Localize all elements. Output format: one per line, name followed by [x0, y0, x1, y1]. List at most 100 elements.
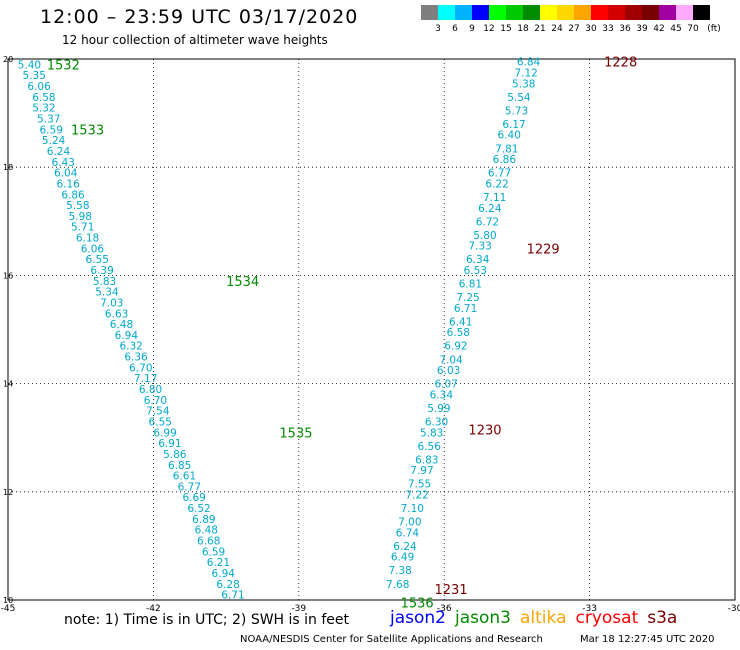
- swh-value: 6.86: [493, 154, 517, 166]
- swh-value: 5.86: [163, 449, 187, 461]
- pass-number-label: 1231: [435, 583, 468, 598]
- swh-value: 6.94: [212, 568, 236, 580]
- swh-value: 6.16: [56, 178, 80, 190]
- swh-value: 6.17: [502, 119, 525, 131]
- swh-value: 6.58: [447, 327, 470, 339]
- legend-item-s3a: s3a: [647, 608, 678, 628]
- swh-value: 6.49: [391, 552, 414, 564]
- legend-item-jason3: jason3: [455, 608, 511, 628]
- swh-value: 7.00: [398, 517, 421, 529]
- color-scale-label: 27: [568, 24, 580, 34]
- swh-value: 5.34: [95, 287, 119, 299]
- y-tick-label: 12: [3, 488, 13, 497]
- pass-number-label: 1229: [527, 242, 560, 257]
- swh-value: 6.24: [393, 541, 417, 553]
- swh-value: 7.38: [388, 565, 411, 577]
- swh-value: 7.25: [456, 292, 479, 304]
- swh-value: 7.54: [146, 406, 170, 418]
- swh-value: 6.55: [86, 254, 109, 266]
- swh-value: 6.43: [52, 157, 75, 169]
- swh-value: 5.99: [427, 403, 450, 415]
- plot-frame: [7, 58, 736, 601]
- swh-value: 5.98: [69, 211, 92, 223]
- swh-value: 5.71: [71, 222, 94, 234]
- swh-value: 6.77: [488, 168, 511, 180]
- pass-number-label: 1532: [47, 58, 80, 73]
- credit-line: NOAA/NESDIS Center for Satellite Applica…: [240, 634, 543, 645]
- color-swatch: [489, 5, 506, 20]
- color-scale-label: 70: [687, 24, 699, 34]
- swh-value: 6.61: [173, 471, 196, 483]
- legend-item-altika: altika: [520, 608, 567, 628]
- x-tick-label: -39: [291, 604, 306, 614]
- swh-value: 6.83: [415, 454, 438, 466]
- swh-value: 5.83: [93, 276, 116, 288]
- swh-value: 6.18: [76, 233, 99, 245]
- swh-value: 7.55: [408, 479, 431, 491]
- color-swatch: [642, 5, 659, 20]
- color-swatch: [506, 5, 523, 20]
- swh-value: 7.03: [100, 297, 123, 309]
- swh-value: 6.06: [27, 81, 51, 93]
- swh-value: 6.21: [207, 557, 230, 569]
- swh-value: 6.94: [115, 330, 139, 342]
- swh-value: 6.48: [110, 319, 133, 331]
- x-tick-label: -42: [146, 604, 161, 614]
- swh-value: 5.40: [18, 59, 41, 71]
- swh-value: 6.85: [168, 460, 191, 472]
- y-tick-label: 20: [3, 55, 13, 64]
- swh-value: 6.32: [119, 341, 142, 353]
- swh-value: 7.04: [439, 354, 463, 366]
- y-tick-label: 16: [3, 271, 13, 280]
- swh-value: 6.34: [430, 389, 454, 401]
- pass-number-label: 1534: [226, 275, 259, 290]
- swh-value: 7.81: [495, 143, 518, 155]
- x-tick-label: -30: [728, 604, 740, 614]
- color-scale-label: 15: [500, 24, 512, 34]
- color-swatch: [591, 5, 608, 20]
- swh-value: 6.04: [54, 168, 78, 180]
- swh-value: 6.03: [437, 365, 460, 377]
- swh-value: 5.35: [23, 70, 46, 82]
- color-scale-label: 12: [483, 24, 495, 34]
- swh-value: 7.10: [401, 503, 424, 515]
- color-swatch: [676, 5, 693, 20]
- color-scale-label: 39: [636, 24, 648, 34]
- swh-value: 5.24: [42, 135, 66, 147]
- swh-value: 5.38: [512, 78, 535, 90]
- swh-value: 6.59: [202, 546, 225, 558]
- color-scale-label: 42: [653, 24, 665, 34]
- swh-value: 6.72: [476, 216, 499, 228]
- legend-item-jason2: jason2: [390, 608, 446, 628]
- color-swatch: [557, 5, 574, 20]
- swh-value: 6.92: [444, 341, 467, 353]
- swh-value: 6.39: [90, 265, 113, 277]
- swh-value: 6.91: [158, 438, 181, 450]
- swh-value: 5.32: [32, 103, 55, 115]
- swh-value: 5.58: [66, 200, 89, 212]
- legend-item-cryosat: cryosat: [575, 608, 639, 628]
- swh-value: 6.40: [498, 130, 521, 142]
- color-swatch: [574, 5, 591, 20]
- color-scale-label: 18: [517, 24, 529, 34]
- swh-value: 6.70: [129, 362, 152, 374]
- footnote: note: 1) Time is in UTC; 2) SWH is in fe…: [64, 612, 350, 628]
- swh-value: 6.34: [466, 254, 490, 266]
- color-swatch: [693, 5, 710, 20]
- swh-value: 7.68: [386, 579, 409, 591]
- swh-value: 5.80: [473, 230, 496, 242]
- swh-value: 6.84: [517, 57, 541, 69]
- swh-value: 6.24: [47, 146, 71, 158]
- pass-number-label: 1533: [71, 123, 104, 138]
- color-scale-label: 33: [602, 24, 614, 34]
- chart-title: 12:00 – 23:59 UTC 03/17/2020: [40, 6, 359, 28]
- swh-value: 6.48: [195, 525, 218, 537]
- swh-value: 6.55: [149, 416, 172, 428]
- swh-value: 6.74: [396, 527, 420, 539]
- color-scale-label: 21: [534, 24, 546, 34]
- satellite-legend: jason2 jason3 altika cryosat s3a: [390, 608, 686, 628]
- generation-timestamp: Mar 18 12:27:45 UTC 2020: [580, 634, 715, 645]
- color-swatch: [540, 5, 557, 20]
- swh-value: 6.06: [81, 243, 105, 255]
- swh-value: 7.22: [405, 490, 428, 502]
